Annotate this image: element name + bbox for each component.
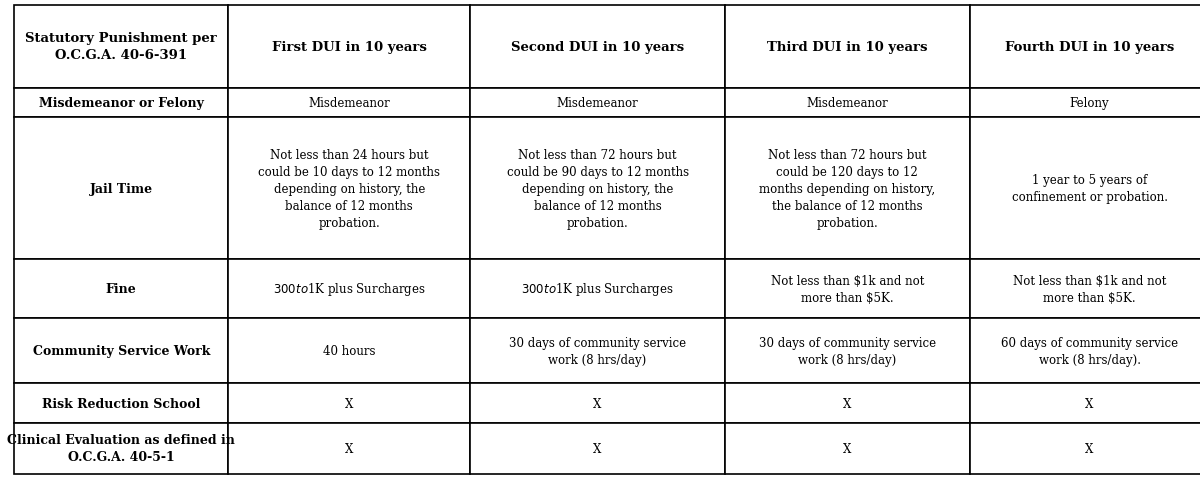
Text: 1 year to 5 years of
confinement or probation.: 1 year to 5 years of confinement or prob… [1012, 174, 1168, 204]
Bar [14, 423, 228, 474]
Bar [228, 384, 470, 423]
Bar [970, 88, 1200, 118]
Text: Fourth DUI in 10 years: Fourth DUI in 10 years [1004, 41, 1175, 54]
Text: 30 days of community service
work (8 hrs/day): 30 days of community service work (8 hrs… [509, 336, 686, 366]
Bar [470, 260, 725, 319]
Bar [970, 118, 1200, 260]
Text: X: X [594, 397, 601, 410]
Text: Misdemeanor: Misdemeanor [557, 96, 638, 109]
Bar [970, 384, 1200, 423]
Bar [725, 88, 970, 118]
Bar [228, 6, 470, 88]
Bar [970, 423, 1200, 474]
Text: Felony: Felony [1069, 96, 1110, 109]
Text: Not less than 72 hours but
could be 120 days to 12
months depending on history,
: Not less than 72 hours but could be 120 … [760, 148, 935, 229]
Bar [470, 6, 725, 88]
Bar [725, 260, 970, 319]
Text: Clinical Evaluation as defined in
O.C.G.A. 40-5-1: Clinical Evaluation as defined in O.C.G.… [7, 433, 235, 463]
Bar [228, 118, 470, 260]
Bar [470, 88, 725, 118]
Text: $300 to $1K plus Surcharges: $300 to $1K plus Surcharges [521, 281, 674, 298]
Bar [725, 6, 970, 88]
Bar [970, 260, 1200, 319]
Bar [470, 118, 725, 260]
Bar [14, 319, 228, 384]
Bar [228, 88, 470, 118]
Bar [725, 423, 970, 474]
Text: Not less than 72 hours but
could be 90 days to 12 months
depending on history, t: Not less than 72 hours but could be 90 d… [506, 148, 689, 229]
Bar [228, 319, 470, 384]
Text: Misdemeanor: Misdemeanor [806, 96, 888, 109]
Text: Misdemeanor: Misdemeanor [308, 96, 390, 109]
Bar [14, 118, 228, 260]
Bar [725, 319, 970, 384]
Bar [14, 260, 228, 319]
Text: $300 to $1K plus Surcharges: $300 to $1K plus Surcharges [272, 281, 426, 298]
Bar [470, 423, 725, 474]
Text: Misdemeanor or Felony: Misdemeanor or Felony [38, 96, 204, 109]
Text: X: X [844, 397, 851, 410]
Text: Risk Reduction School: Risk Reduction School [42, 397, 200, 410]
Bar [470, 384, 725, 423]
Bar [470, 319, 725, 384]
Text: X: X [1086, 442, 1093, 455]
Text: X: X [346, 397, 353, 410]
Text: Fine: Fine [106, 283, 137, 296]
Text: Not less than $1k and not
more than $5K.: Not less than $1k and not more than $5K. [1013, 274, 1166, 304]
Text: 60 days of community service
work (8 hrs/day).: 60 days of community service work (8 hrs… [1001, 336, 1178, 366]
Text: X: X [346, 442, 353, 455]
Text: X: X [1086, 397, 1093, 410]
Text: X: X [844, 442, 851, 455]
Bar [970, 6, 1200, 88]
Text: X: X [594, 442, 601, 455]
Bar [725, 118, 970, 260]
Bar [228, 260, 470, 319]
Bar [14, 384, 228, 423]
Text: Third DUI in 10 years: Third DUI in 10 years [767, 41, 928, 54]
Text: Not less than 24 hours but
could be 10 days to 12 months
depending on history, t: Not less than 24 hours but could be 10 d… [258, 148, 440, 229]
Bar [725, 384, 970, 423]
Bar [228, 423, 470, 474]
Text: 40 hours: 40 hours [323, 345, 376, 358]
Bar [970, 319, 1200, 384]
Text: Statutory Punishment per
O.C.G.A. 40-6-391: Statutory Punishment per O.C.G.A. 40-6-3… [25, 32, 217, 62]
Text: Not less than $1k and not
more than $5K.: Not less than $1k and not more than $5K. [770, 274, 924, 304]
Text: Jail Time: Jail Time [90, 182, 152, 195]
Bar [14, 88, 228, 118]
Text: First DUI in 10 years: First DUI in 10 years [271, 41, 427, 54]
Text: 30 days of community service
work (8 hrs/day): 30 days of community service work (8 hrs… [758, 336, 936, 366]
Text: Second DUI in 10 years: Second DUI in 10 years [511, 41, 684, 54]
Text: Community Service Work: Community Service Work [32, 345, 210, 358]
Bar [14, 6, 228, 88]
